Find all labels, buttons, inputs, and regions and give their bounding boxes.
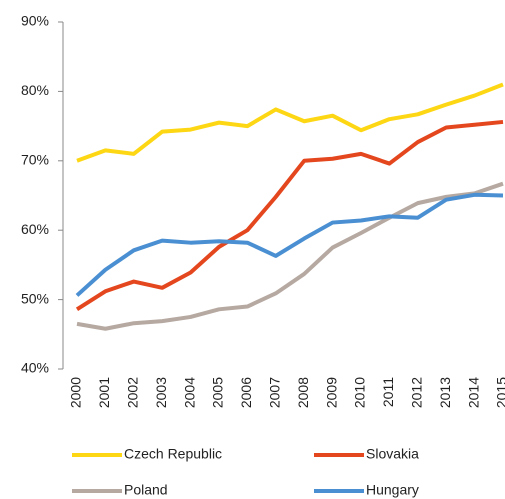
x-tick-label: 2004 [181,377,197,408]
legend-label: Hungary [366,482,419,498]
y-tick-label: 80% [21,82,49,98]
line [75,119,504,312]
x-tick-label: 2006 [238,377,254,408]
x-tick-label: 2014 [465,377,481,408]
x-tick-label: 2007 [267,377,283,408]
x-tick-label: 2001 [96,377,112,408]
x-tick-label: 2009 [323,377,339,408]
x-tick-label: 2003 [153,377,169,408]
x-tick-label: 2015 [494,377,505,408]
x-tick-label: 2000 [68,377,84,408]
legend-label: Slovakia [366,446,419,462]
y-tick-label: 50% [21,290,49,306]
legend-label: Czech Republic [124,446,222,462]
x-tick-label: 2008 [295,377,311,408]
line [76,181,504,331]
line [76,82,504,163]
legend-label: Poland [124,482,168,498]
y-tick-label: 40% [21,360,49,376]
x-tick-label: 2013 [437,377,453,408]
y-tick-label: 90% [21,13,49,29]
x-tick-label: 2011 [380,377,396,407]
x-tick-label: 2010 [352,377,368,408]
y-tick-label: 60% [21,221,49,237]
line [75,192,504,297]
x-tick-label: 2012 [409,377,425,408]
y-tick-label: 70% [21,152,49,168]
x-tick-label: 2005 [210,377,226,408]
x-tick-label: 2002 [125,377,141,408]
